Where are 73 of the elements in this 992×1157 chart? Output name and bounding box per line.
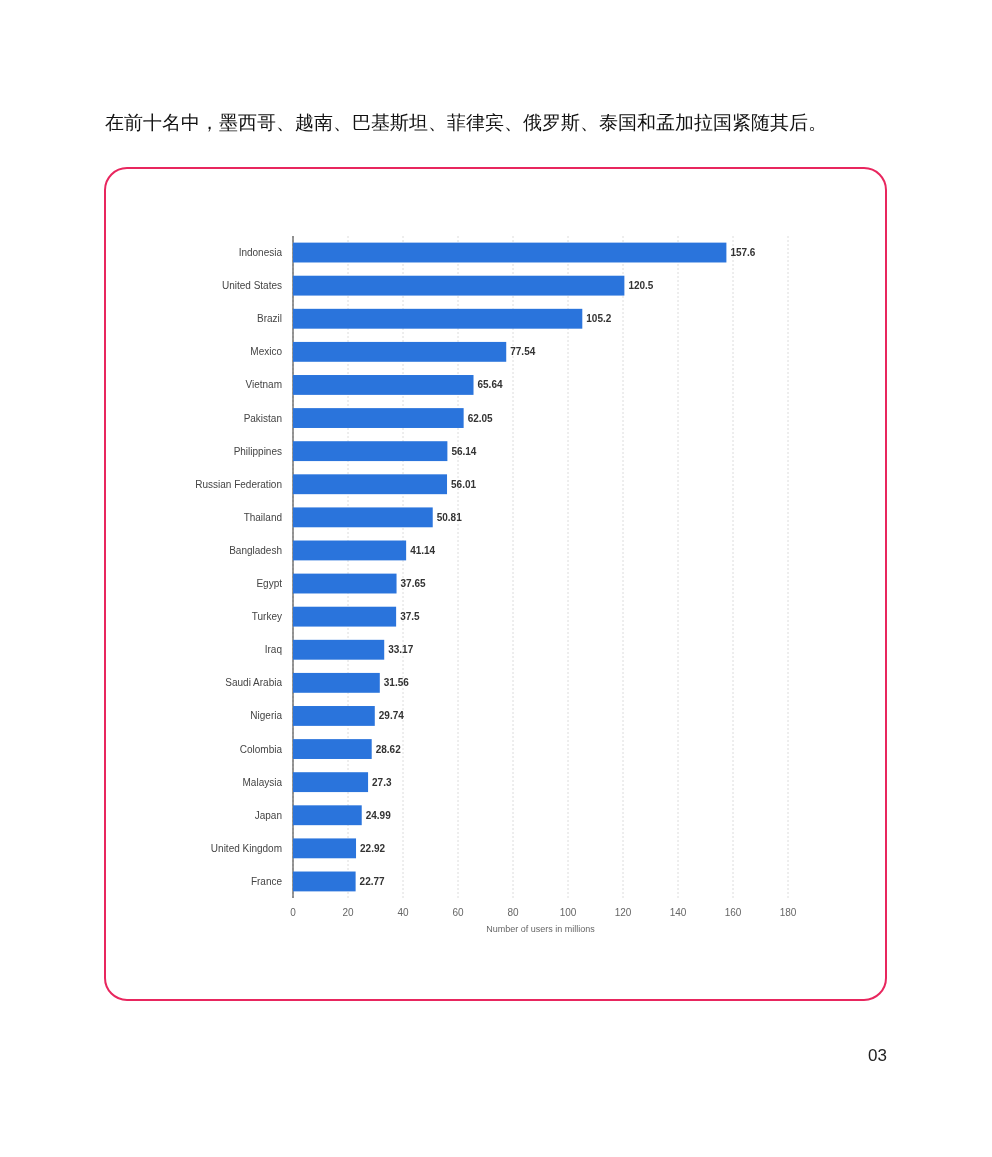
x-tick-label: 180 (779, 907, 797, 918)
data-label: 157.6 (730, 247, 756, 259)
x-axis-title: Number of users in millions (486, 924, 596, 934)
bar (293, 540, 407, 561)
data-label: 22.92 (360, 842, 386, 854)
bar (293, 672, 380, 693)
y-tick-label: Vietnam (245, 379, 282, 391)
bar (293, 242, 727, 263)
bar (293, 474, 448, 495)
bar (293, 507, 433, 528)
y-tick-label: Philippines (233, 445, 282, 457)
bar (293, 639, 385, 660)
y-tick-label: Iraq (264, 644, 282, 656)
y-tick-label: Malaysia (242, 776, 283, 788)
bar (293, 341, 507, 362)
bar (293, 706, 375, 726)
y-tick-label: Japan (254, 809, 282, 821)
x-tick-label: 60 (452, 907, 464, 918)
data-label: 37.5 (400, 611, 421, 623)
x-tick-label: 140 (669, 907, 687, 918)
y-tick-label: Saudi Arabia (225, 677, 283, 689)
bar (293, 441, 448, 462)
data-label: 65.64 (477, 379, 503, 391)
data-label: 105.2 (586, 313, 612, 325)
bar (293, 871, 356, 892)
data-label: 77.54 (510, 346, 536, 358)
bar (293, 772, 369, 793)
x-tick-label: 100 (559, 907, 577, 918)
data-label: 62.05 (467, 412, 494, 424)
bar (293, 606, 397, 627)
data-label: 31.56 (383, 677, 410, 689)
y-tick-label: France (250, 875, 283, 887)
bar (293, 275, 625, 296)
x-tick-label: 20 (342, 907, 354, 918)
data-label: 37.65 (400, 578, 426, 590)
data-label: 29.74 (378, 710, 405, 722)
y-tick-label: Bangladesh (229, 544, 282, 556)
data-label: 27.3 (372, 776, 392, 788)
x-tick-label: 160 (724, 907, 742, 918)
text: 03 (868, 1046, 887, 1065)
data-label: 41.14 (410, 544, 436, 556)
data-label: 120.5 (628, 280, 654, 292)
data-label: 22.77 (359, 875, 386, 887)
y-tick-label: Nigeria (250, 710, 283, 722)
y-tick-label: Turkey (251, 611, 282, 623)
data-label: 24.99 (365, 809, 392, 821)
chart-title: 在前十名中，墨西哥、越南、巴基斯坦、菲律宾、俄罗斯、泰国和孟加拉国紧随其后。 (105, 112, 827, 133)
y-tick-label: Brazil (256, 313, 282, 325)
y-tick-label: Egypt (256, 578, 283, 590)
bar (293, 739, 372, 759)
data-label: 56.14 (451, 445, 477, 457)
data-label: 50.81 (436, 511, 463, 523)
x-tick-label: 40 (397, 907, 409, 918)
data-label: 33.17 (388, 644, 414, 656)
bar (293, 838, 357, 859)
bar (293, 375, 474, 395)
bar (293, 308, 583, 329)
data-label: 56.01 (451, 478, 477, 490)
data-label: 28.62 (375, 743, 402, 755)
y-tick-label: Thailand (243, 511, 282, 523)
y-tick-label: Indonesia (238, 247, 283, 259)
bar (293, 573, 397, 594)
x-tick-label: 80 (507, 907, 519, 918)
y-tick-label: United Kingdom (210, 842, 282, 854)
y-tick-label: Mexico (250, 346, 283, 358)
y-tick-label: Russian Federation (195, 478, 282, 490)
bar (293, 805, 362, 826)
x-tick-label: 120 (614, 907, 632, 918)
y-tick-label: Colombia (239, 743, 283, 755)
bar (293, 408, 464, 428)
y-tick-label: Pakistan (243, 412, 282, 424)
x-tick-label: 0 (290, 907, 297, 918)
y-tick-label: United States (221, 280, 282, 292)
